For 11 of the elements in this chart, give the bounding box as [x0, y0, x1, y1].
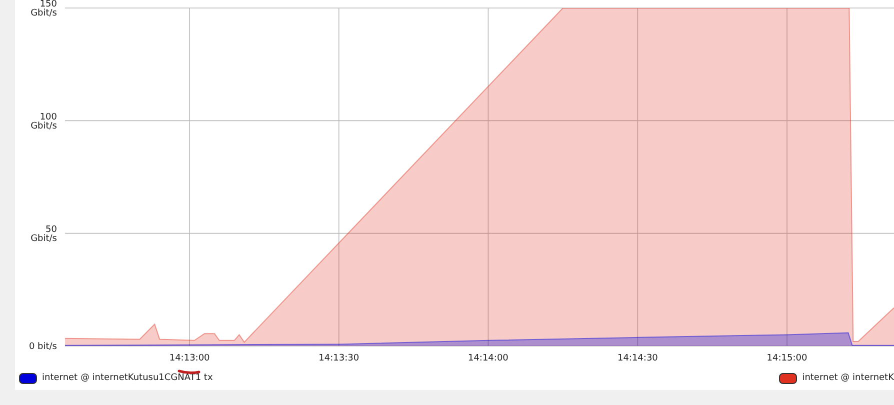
y-tick-label: 150 Gbit/s [30, 0, 58, 19]
y-tick-label: 0 bit/s [28, 342, 58, 352]
x-tick-label: 14:14:30 [617, 353, 658, 364]
x-tick-label: 14:14:00 [468, 353, 509, 364]
y-tick-label: 100 Gbit/s [30, 112, 58, 132]
legend-label: internet @ internetKutusu1CGNAT1 tx [42, 373, 213, 383]
x-tick-label: 14:13:30 [318, 353, 360, 364]
y-tick-label: 50 Gbit/s [30, 225, 58, 244]
x-tick-label: 14:15:00 [766, 353, 808, 364]
x-tick-label: 14:13:00 [169, 353, 210, 364]
legend-label: internet @ internetK [802, 373, 894, 383]
